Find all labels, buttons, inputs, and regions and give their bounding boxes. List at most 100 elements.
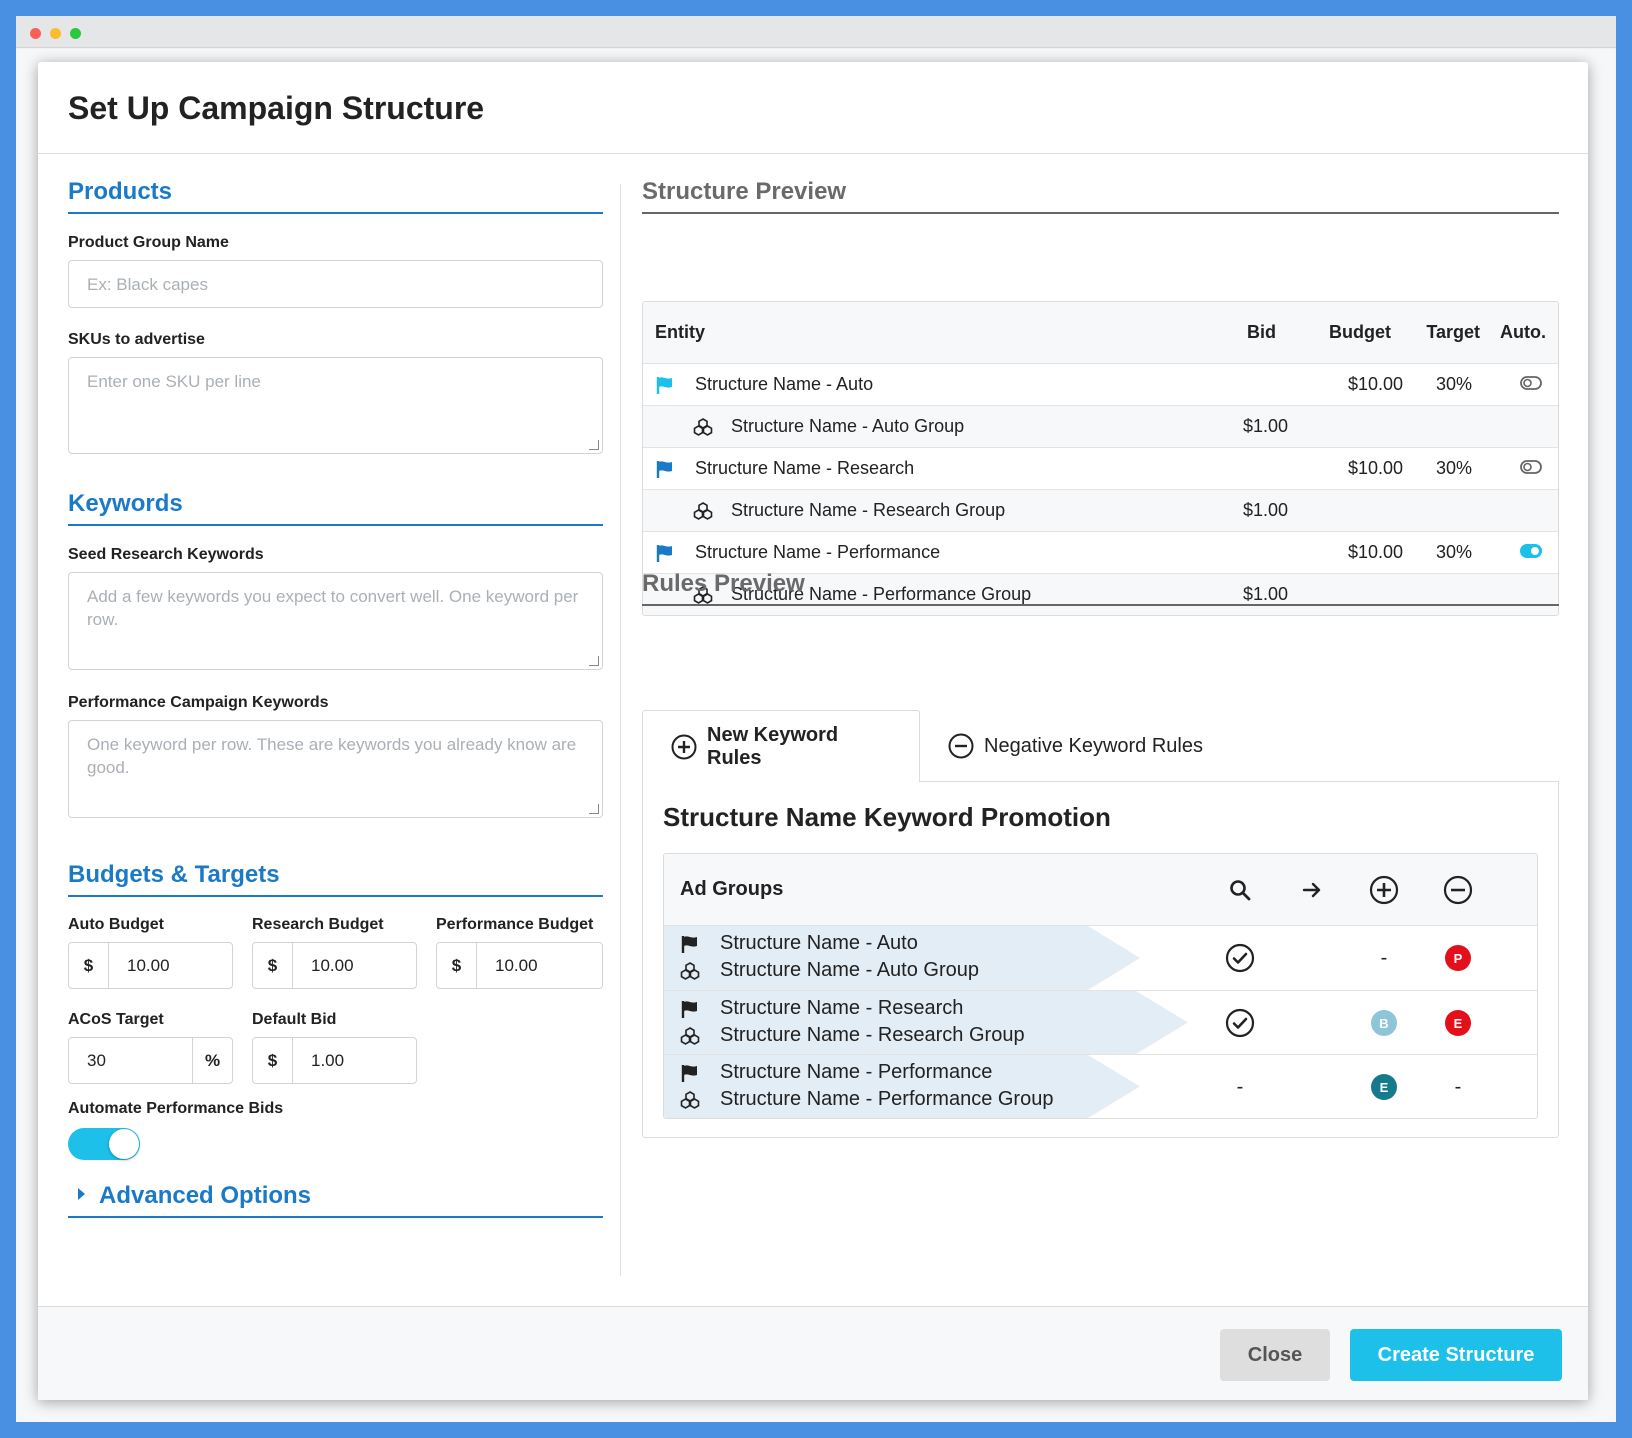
performance-budget-input[interactable]: $10.00 — [436, 942, 603, 989]
performance-keywords-textarea[interactable]: One keyword per row. These are keywords … — [68, 720, 603, 818]
flag-icon — [680, 1063, 710, 1083]
seed-keywords-placeholder: Add a few keywords you expect to convert… — [87, 587, 579, 629]
modal-header: Set Up Campaign Structure — [38, 62, 1588, 154]
create-structure-button[interactable]: Create Structure — [1350, 1329, 1562, 1381]
default-bid-label: Default Bid — [252, 1011, 337, 1028]
column-divider — [620, 184, 621, 1276]
close-button[interactable]: Close — [1220, 1329, 1330, 1381]
campaign-name: Structure Name - Performance — [720, 1061, 993, 1083]
target-cell: 30% — [1435, 458, 1472, 478]
ad-group-icon — [693, 417, 713, 436]
flag-icon — [655, 459, 675, 479]
minus-circle-icon — [948, 733, 974, 759]
auto-column-header: Auto. — [1500, 322, 1546, 342]
window-titlebar — [16, 16, 1616, 48]
rule-badge[interactable]: B — [1364, 1003, 1404, 1043]
currency-addon: $ — [253, 943, 293, 988]
rule-badge[interactable]: P — [1438, 938, 1478, 978]
budget-cell: $10.00 — [1347, 458, 1403, 478]
target-cell: 30% — [1435, 542, 1472, 562]
entity-name: Structure Name - Auto — [695, 374, 874, 394]
performance-keywords-label: Performance Campaign Keywords — [68, 694, 329, 711]
ad-group-band — [664, 926, 1140, 990]
acos-target-value: 30 — [87, 1050, 106, 1070]
tab-negative-keyword-rules[interactable]: Negative Keyword Rules — [920, 710, 1231, 782]
maximize-window-icon[interactable] — [70, 28, 81, 39]
acos-target-input[interactable]: 30% — [68, 1037, 233, 1084]
minus-circle-icon — [1438, 870, 1478, 910]
entity-cell: Structure Name - Research Group — [693, 500, 1005, 521]
rule-badge[interactable]: E — [1364, 1067, 1404, 1107]
check-circle-icon[interactable] — [1220, 938, 1260, 978]
empty-cell: - — [1380, 946, 1388, 969]
ad-group-icon — [680, 1090, 710, 1109]
ad-group-icon — [693, 585, 713, 604]
resize-handle-icon[interactable] — [589, 440, 599, 450]
ad-group-icon — [680, 1026, 710, 1045]
entity-name: Structure Name - Research Group — [731, 500, 1006, 520]
entity-cell: Structure Name - Research — [655, 458, 914, 479]
rules-tabs: New Keyword Rules Negative Keyword Rules… — [642, 710, 1559, 1146]
performance-budget-value: 10.00 — [495, 955, 538, 975]
campaign-row: Structure Name - Auto $10.00 30% — [643, 363, 1558, 405]
empty-cell — [1292, 1067, 1332, 1107]
entity-cell: Structure Name - Auto Group — [693, 416, 964, 437]
auto-budget-input[interactable]: $10.00 — [68, 942, 233, 989]
product-group-name-input[interactable]: Ex: Black capes — [68, 260, 603, 308]
auto-toggle[interactable] — [1520, 542, 1542, 563]
group-line: Structure Name - Research Group — [680, 1024, 1025, 1047]
search-icon — [1220, 870, 1260, 910]
seed-keywords-label: Seed Research Keywords — [68, 546, 264, 563]
ad-group-row: Structure Name - Auto Group $1.00 — [643, 405, 1558, 447]
skus-textarea[interactable]: Enter one SKU per line — [68, 357, 603, 454]
toggle-knob — [109, 1129, 139, 1159]
ad-group-icon — [680, 961, 710, 980]
flag-icon — [680, 999, 710, 1019]
ad-group-row: Structure Name - Performance Group $1.00 — [643, 573, 1558, 615]
seed-keywords-textarea[interactable]: Add a few keywords you expect to convert… — [68, 572, 603, 670]
advanced-options-label: Advanced Options — [99, 1182, 312, 1209]
research-budget-input[interactable]: $10.00 — [252, 942, 417, 989]
ad-groups-column-header: Ad Groups — [680, 878, 784, 900]
arrow-right-icon — [1292, 870, 1332, 910]
flag-icon — [655, 375, 675, 395]
empty-cell — [1292, 938, 1332, 978]
automate-bids-label: Automate Performance Bids — [68, 1100, 284, 1117]
auto-toggle[interactable] — [1520, 458, 1542, 479]
resize-handle-icon[interactable] — [589, 804, 599, 814]
tab-new-keyword-rules[interactable]: New Keyword Rules — [642, 710, 920, 782]
advanced-options-toggle[interactable]: Advanced Options — [68, 1182, 603, 1218]
resize-handle-icon[interactable] — [589, 656, 599, 666]
check-circle-icon[interactable] — [1220, 1003, 1260, 1043]
percent-addon: % — [192, 1038, 232, 1083]
budgets-heading: Budgets & Targets — [68, 861, 603, 897]
automate-bids-toggle[interactable] — [68, 1128, 140, 1160]
campaign-line: Structure Name - Research — [680, 997, 963, 1020]
ad-group-icon — [693, 501, 713, 520]
rule-badge[interactable]: E — [1438, 1003, 1478, 1043]
group-name: Structure Name - Performance Group — [720, 1088, 1054, 1110]
default-bid-input[interactable]: $1.00 — [252, 1037, 417, 1084]
close-window-icon[interactable] — [30, 28, 41, 39]
ad-group-rule-row: Structure Name - Research Structure Name … — [664, 990, 1537, 1054]
ad-groups-table-header: Ad Groups — [664, 854, 1537, 926]
ad-group-row: Structure Name - Research Group $1.00 — [643, 489, 1558, 531]
ad-group-rule-row: Structure Name - Auto Structure Name - Au… — [664, 926, 1537, 990]
auto-toggle[interactable] — [1520, 374, 1542, 395]
rule-title: Structure Name Keyword Promotion — [663, 802, 1111, 832]
empty-cell: - — [1454, 1075, 1462, 1098]
research-budget-label: Research Budget — [252, 916, 384, 933]
campaign-line: Structure Name - Auto — [680, 932, 918, 955]
target-cell: 30% — [1435, 374, 1472, 394]
bid-cell: $1.00 — [1242, 584, 1288, 604]
budget-cell: $10.00 — [1347, 374, 1403, 394]
tab-new-keyword-rules-label: New Keyword Rules — [707, 723, 839, 769]
bid-cell: $1.00 — [1242, 500, 1288, 520]
caret-right-icon — [78, 1187, 85, 1200]
auto-budget-value: 10.00 — [127, 955, 170, 975]
minimize-window-icon[interactable] — [50, 28, 61, 39]
campaign-row: Structure Name - Research $10.00 30% — [643, 447, 1558, 489]
flag-icon — [680, 934, 710, 954]
campaign-name: Structure Name - Auto — [720, 932, 918, 954]
product-group-name-label: Product Group Name — [68, 234, 229, 251]
